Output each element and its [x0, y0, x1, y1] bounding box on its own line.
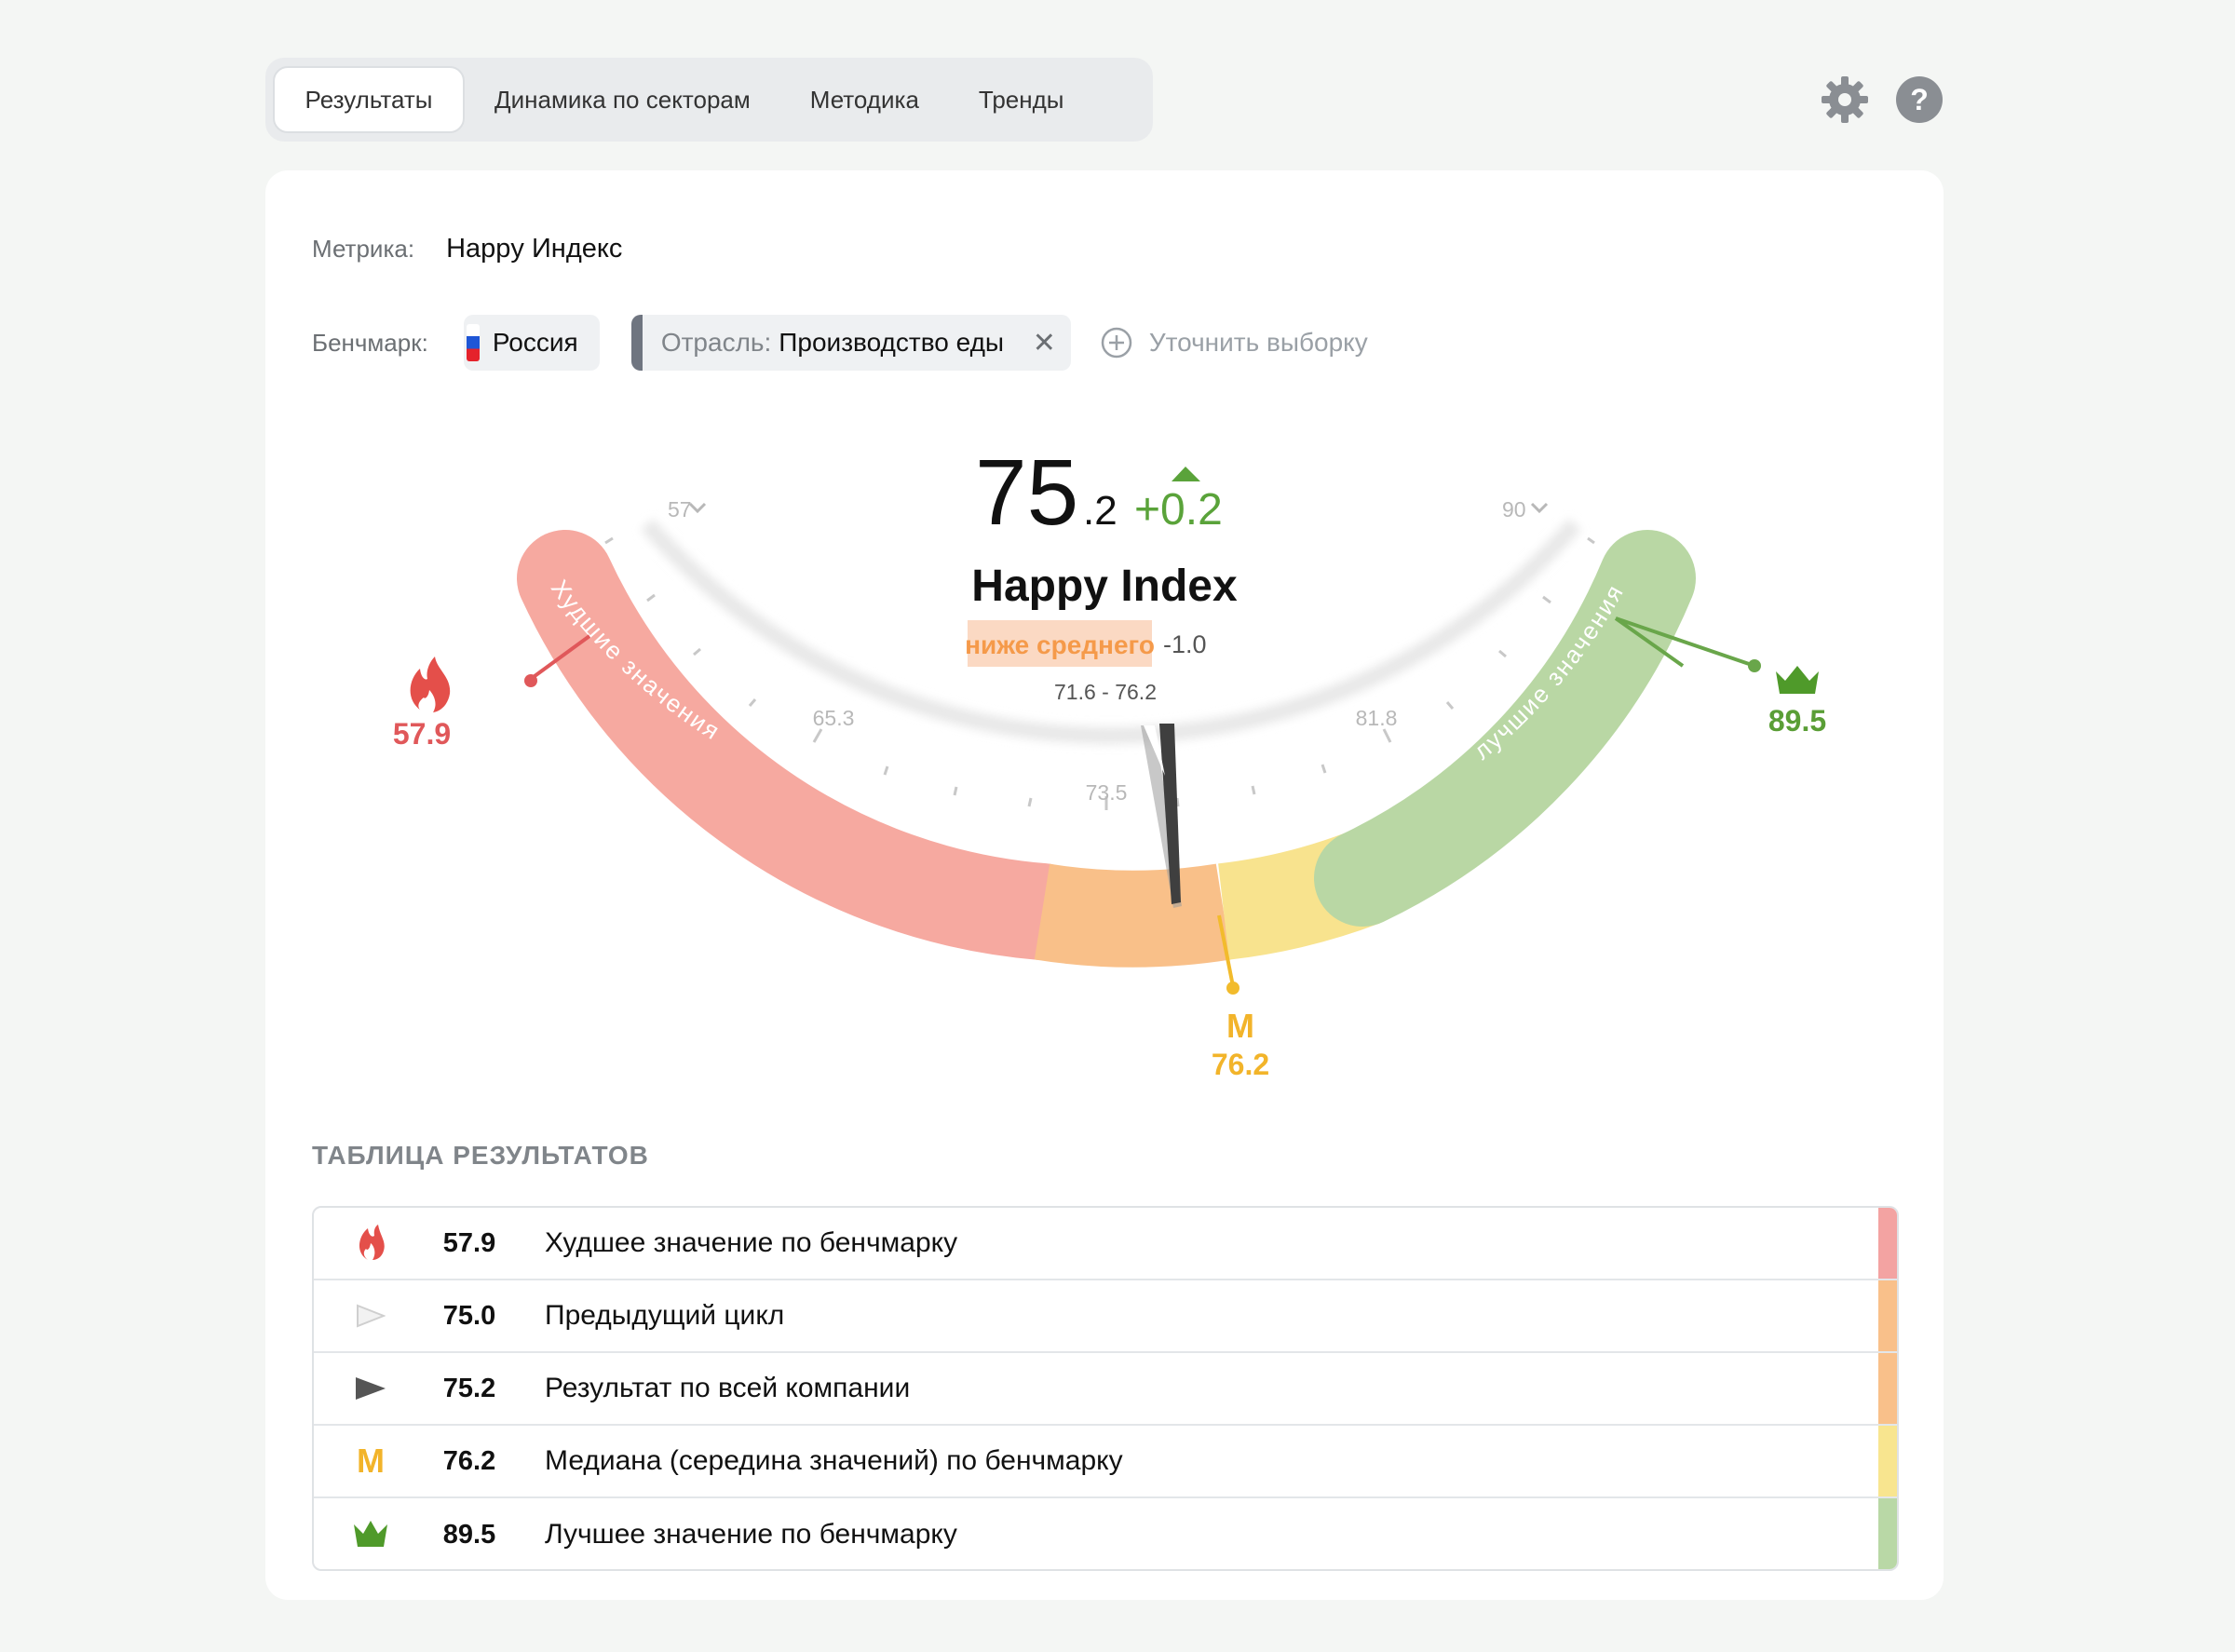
table-row: 89.5 Лучшее значение по бенчмарку [314, 1498, 1897, 1569]
row-color-bar [1878, 1280, 1897, 1351]
happy-index-gauge: Худшие значения лучшие значения [393, 440, 1826, 1081]
close-icon[interactable]: ✕ [1032, 327, 1056, 359]
company-pointer-icon [349, 1367, 392, 1410]
chevron-down-icon [1530, 502, 1549, 514]
rating-delta: -1.0 [1163, 630, 1207, 658]
top-actions: ? [1820, 74, 1944, 125]
gauge-title: Happy Index [971, 562, 1238, 611]
row-label: Медиана (середина значений) по бенчмарку [545, 1445, 1123, 1476]
gear-icon[interactable] [1820, 74, 1870, 125]
median-icon: M [1226, 1007, 1254, 1045]
row-label: Результат по всей компании [545, 1373, 911, 1403]
flame-icon [410, 657, 451, 712]
industry-value: Производство еды [779, 328, 1005, 357]
tick-label: 65.3 [813, 706, 855, 730]
delta-up-arrow-icon [1172, 467, 1200, 481]
gauge-inner-shadow [641, 519, 1581, 744]
tab-trends[interactable]: Тренды [978, 85, 1064, 114]
score-integer: 75 [975, 440, 1078, 545]
table-row: 57.9 Худшее значение по бенчмарку [314, 1208, 1897, 1280]
svg-text:?: ? [1910, 83, 1929, 116]
metric-label: Метрика: [312, 235, 415, 263]
best-value: 89.5 [1768, 704, 1826, 738]
country-chip[interactable]: Россия [463, 315, 600, 371]
median-callout-dot [1226, 982, 1239, 995]
score-delta: +0.2 [1134, 485, 1223, 535]
best-callout-line [1614, 616, 1685, 668]
scale-min-label: 57 [668, 497, 692, 521]
gauge-band-best [1314, 530, 1696, 927]
row-color-bar [1878, 1498, 1897, 1569]
tab-results[interactable]: Результаты [273, 66, 465, 133]
worst-callout-line [529, 634, 591, 681]
row-value: 76.2 [442, 1445, 496, 1476]
row-value: 75.0 [442, 1300, 496, 1331]
tab-methodology[interactable]: Методика [809, 85, 919, 114]
row-label: Лучшее значение по бенчмарку [545, 1519, 957, 1550]
row-color-bar [1878, 1353, 1897, 1424]
rating-badge [968, 620, 1152, 667]
chip-marker [630, 315, 643, 371]
worst-value: 57.9 [393, 717, 451, 751]
previous-pointer-icon [349, 1294, 392, 1337]
row-value: 75.2 [442, 1373, 496, 1403]
table-row: 75.0 Предыдущий цикл [314, 1280, 1897, 1353]
metric-select[interactable]: Happy Индекс [446, 234, 623, 264]
median-range: 71.6 - 76.2 [1054, 680, 1157, 704]
tick-label: 81.8 [1356, 706, 1398, 730]
table-row: 75.2 Результат по всей компании [314, 1353, 1897, 1426]
scale-max-label: 90 [1502, 497, 1526, 521]
row-label: Предыдущий цикл [545, 1300, 785, 1331]
row-value: 89.5 [442, 1519, 496, 1550]
refine-label: Уточнить выборку [1148, 328, 1368, 357]
benchmark-row: Бенчмарк: Россия Отрасль: Производство е… [312, 315, 1368, 371]
rating-label: ниже среднего [965, 630, 1155, 659]
worst-callout-dot [524, 674, 537, 687]
metric-row: Метрика: Happy Индекс [312, 234, 622, 264]
row-label: Худшее значение по бенчмарку [545, 1227, 958, 1258]
gauge-band-worst [517, 530, 1090, 960]
tab-bar: Результаты Динамика по секторам Методика… [265, 58, 1153, 142]
row-color-bar [1878, 1426, 1897, 1496]
table-row: M 76.2 Медиана (середина значений) по бе… [314, 1426, 1897, 1498]
results-table: 57.9 Худшее значение по бенчмарку 75.0 П… [312, 1206, 1899, 1571]
refine-selection-button[interactable]: Уточнить выборку [1101, 327, 1368, 359]
benchmark-label: Бенчмарк: [312, 328, 428, 357]
industry-prefix: Отрасль: [660, 328, 772, 357]
gauge-ticks [604, 536, 1595, 810]
median-icon: M [357, 1442, 385, 1480]
tab-sector-dynamics[interactable]: Динамика по секторам [494, 85, 751, 114]
country-chip-label: Россия [492, 328, 578, 357]
row-color-bar [1878, 1208, 1897, 1279]
company-needle [1141, 724, 1182, 908]
median-callout-line [1217, 914, 1235, 987]
industry-chip[interactable]: Отрасль: Производство еды ✕ [630, 315, 1071, 371]
crown-icon [349, 1513, 392, 1556]
gauge-band-below [1034, 863, 1232, 968]
crown-icon [1776, 666, 1819, 694]
plus-circle-icon [1101, 327, 1132, 359]
score-decimal: .2 [1083, 488, 1118, 534]
help-icon[interactable]: ? [1894, 74, 1944, 125]
median-value: 76.2 [1212, 1048, 1269, 1081]
chevron-down-icon [688, 502, 707, 514]
results-card: Метрика: Happy Индекс Бенчмарк: Россия О… [265, 170, 1944, 1600]
russia-flag-icon [466, 324, 480, 361]
tick-label: 73.5 [1086, 780, 1128, 805]
flame-icon [349, 1222, 392, 1265]
row-value: 57.9 [442, 1227, 496, 1258]
results-table-title: ТАБЛИЦА РЕЗУЛЬТАТОВ [312, 1141, 649, 1170]
